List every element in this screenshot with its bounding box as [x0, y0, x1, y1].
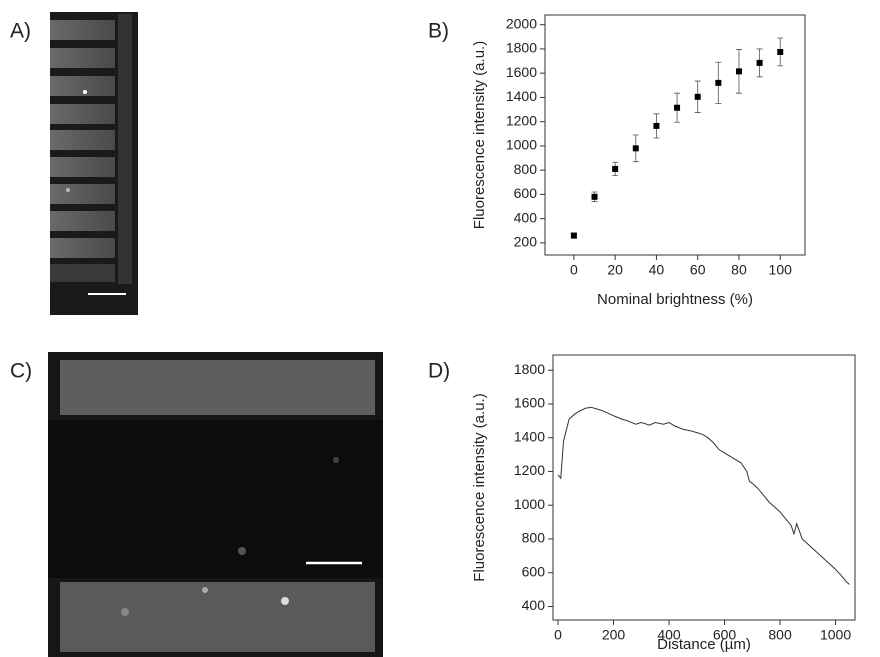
data-point — [591, 193, 598, 200]
y-tick-label: 1800 — [506, 40, 537, 56]
x-tick-label: 200 — [602, 627, 626, 643]
x-tick-label: 0 — [570, 262, 578, 278]
y-tick-label: 600 — [522, 563, 546, 579]
data-point — [632, 145, 639, 152]
x-tick-label: 20 — [607, 262, 623, 278]
data-point — [694, 93, 701, 100]
x-tick-label: 400 — [657, 627, 681, 643]
image-a — [50, 12, 138, 315]
y-tick-label: 1200 — [506, 112, 537, 128]
y-axis-label: Fluorescence intensity (a.u.) — [471, 41, 488, 229]
y-tick-label: 1000 — [506, 137, 537, 153]
data-point — [612, 165, 619, 172]
panel-label: B) — [428, 20, 449, 43]
panel-label: A) — [10, 20, 31, 43]
x-tick-label: 100 — [769, 262, 793, 278]
data-point — [674, 104, 681, 111]
data-point — [756, 59, 763, 66]
y-axis-label: Fluorescence intensity (a.u.) — [471, 393, 488, 581]
plot-frame — [544, 14, 806, 256]
y-tick-label: 1800 — [514, 361, 545, 377]
data-line — [557, 406, 850, 585]
x-tick-label: 40 — [649, 262, 665, 278]
data-point — [653, 122, 660, 129]
data-point — [735, 68, 742, 75]
x-tick-label: 0 — [554, 627, 562, 643]
x-tick-label: 600 — [713, 627, 737, 643]
x-tick-label: 1000 — [820, 627, 851, 643]
plot-frame — [552, 354, 856, 621]
y-tick-label: 200 — [514, 234, 538, 250]
data-point — [777, 48, 784, 55]
y-tick-label: 1000 — [514, 496, 545, 512]
y-tick-label: 400 — [514, 209, 538, 225]
y-tick-label: 800 — [522, 530, 546, 546]
y-tick-label: 1600 — [506, 64, 537, 80]
data-point — [570, 232, 577, 239]
x-tick-label: 60 — [690, 262, 706, 278]
x-tick-label: 800 — [768, 627, 792, 643]
panel-label: D) — [428, 360, 450, 383]
y-tick-label: 1200 — [514, 462, 545, 478]
y-tick-label: 600 — [514, 185, 538, 201]
x-axis-label: Distance (µm) — [657, 636, 751, 653]
data-point — [715, 79, 722, 86]
image-c — [48, 352, 383, 657]
y-tick-label: 1400 — [506, 88, 537, 104]
y-tick-label: 1600 — [514, 395, 545, 411]
y-tick-label: 1400 — [514, 428, 545, 444]
panel-label: C) — [10, 360, 32, 383]
x-tick-label: 80 — [731, 262, 747, 278]
x-axis-label: Nominal brightness (%) — [597, 291, 753, 308]
y-tick-label: 2000 — [506, 15, 537, 31]
y-tick-label: 800 — [514, 161, 538, 177]
y-tick-label: 400 — [522, 597, 546, 613]
